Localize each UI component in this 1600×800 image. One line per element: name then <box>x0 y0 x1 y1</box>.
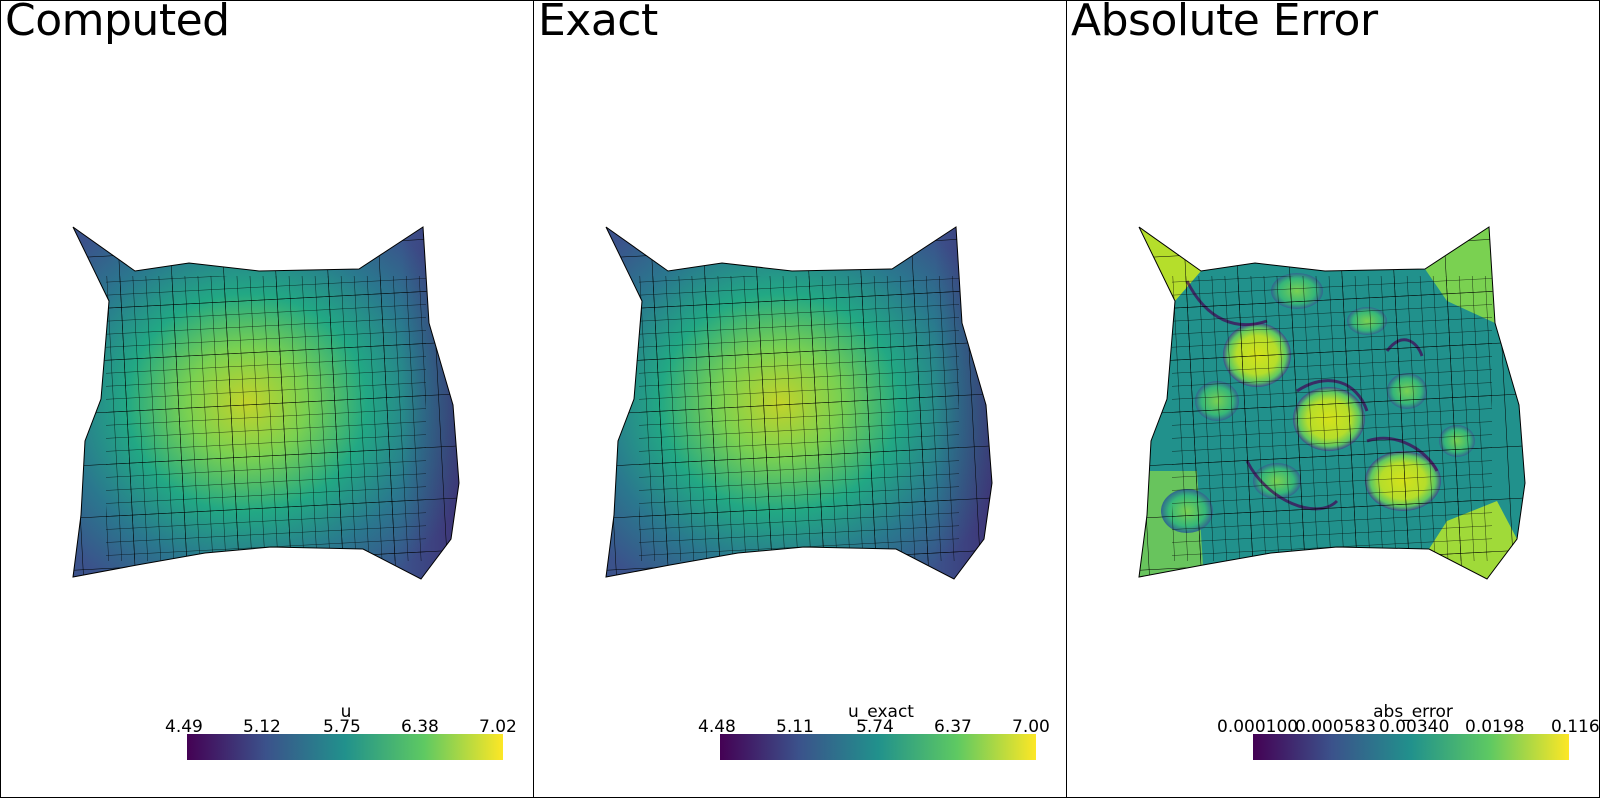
exact-panel[interactable]: Exact <box>533 0 1067 798</box>
colorbar-tick: 7.02 <box>479 717 517 737</box>
computed-mesh-surface <box>72 226 460 580</box>
computed-mesh-plot[interactable] <box>1 1 534 798</box>
colorbar-tick: 4.48 <box>698 717 736 737</box>
colorbar-tick: 0.116 <box>1551 717 1600 737</box>
colorbar-tick: 7.00 <box>1012 717 1050 737</box>
error-colorbar <box>1253 734 1569 760</box>
computed-colorbar <box>187 734 503 760</box>
colorbar-tick: 5.75 <box>323 717 361 737</box>
colorbar-tick: 5.11 <box>776 717 814 737</box>
error-mesh-surface <box>1138 226 1526 580</box>
colorbar-tick: 5.12 <box>243 717 281 737</box>
colorbar-title-abs-error: abs_error <box>1373 702 1453 722</box>
colorbar-tick: 0.00340 <box>1379 717 1450 737</box>
colorbar-title-u: u <box>340 702 352 722</box>
panel-title-computed: Computed <box>5 0 230 46</box>
exact-mesh-surface <box>605 226 993 580</box>
colorbar-tick: 6.37 <box>934 717 972 737</box>
panel-title-absolute-error: Absolute Error <box>1071 0 1378 46</box>
panel-title-exact: Exact <box>538 0 658 46</box>
error-mesh-plot[interactable] <box>1067 1 1600 798</box>
colorbar-tick: 6.38 <box>401 717 439 737</box>
exact-mesh-plot[interactable] <box>534 1 1067 798</box>
colorbar-tick: 0.0198 <box>1465 717 1525 737</box>
computed-panel[interactable]: Computed <box>0 0 534 798</box>
colorbar-tick: 5.74 <box>856 717 894 737</box>
exact-colorbar <box>720 734 1036 760</box>
colorbar-title-u-exact: u_exact <box>848 702 914 722</box>
colorbar-tick: 4.49 <box>165 717 203 737</box>
error-panel[interactable]: Absolute Error <box>1066 0 1600 798</box>
colorbar-tick: 0.000100 <box>1217 717 1299 737</box>
colorbar-tick: 0.000583 <box>1295 717 1377 737</box>
